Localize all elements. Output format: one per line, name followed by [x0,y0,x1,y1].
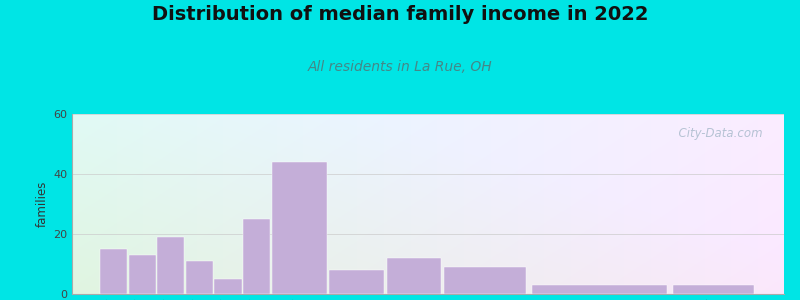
Bar [186,261,213,294]
Text: City-Data.com: City-Data.com [671,127,762,140]
Bar [272,162,326,294]
Bar [673,285,754,294]
Bar [129,255,156,294]
Y-axis label: families: families [36,181,49,227]
Text: Distribution of median family income in 2022: Distribution of median family income in … [152,4,648,23]
Text: All residents in La Rue, OH: All residents in La Rue, OH [308,60,492,74]
Bar [158,237,184,294]
Bar [243,219,270,294]
Bar [531,285,667,294]
Bar [386,258,441,294]
Bar [100,249,127,294]
Bar [214,279,242,294]
Bar [330,270,384,294]
Bar [445,267,526,294]
